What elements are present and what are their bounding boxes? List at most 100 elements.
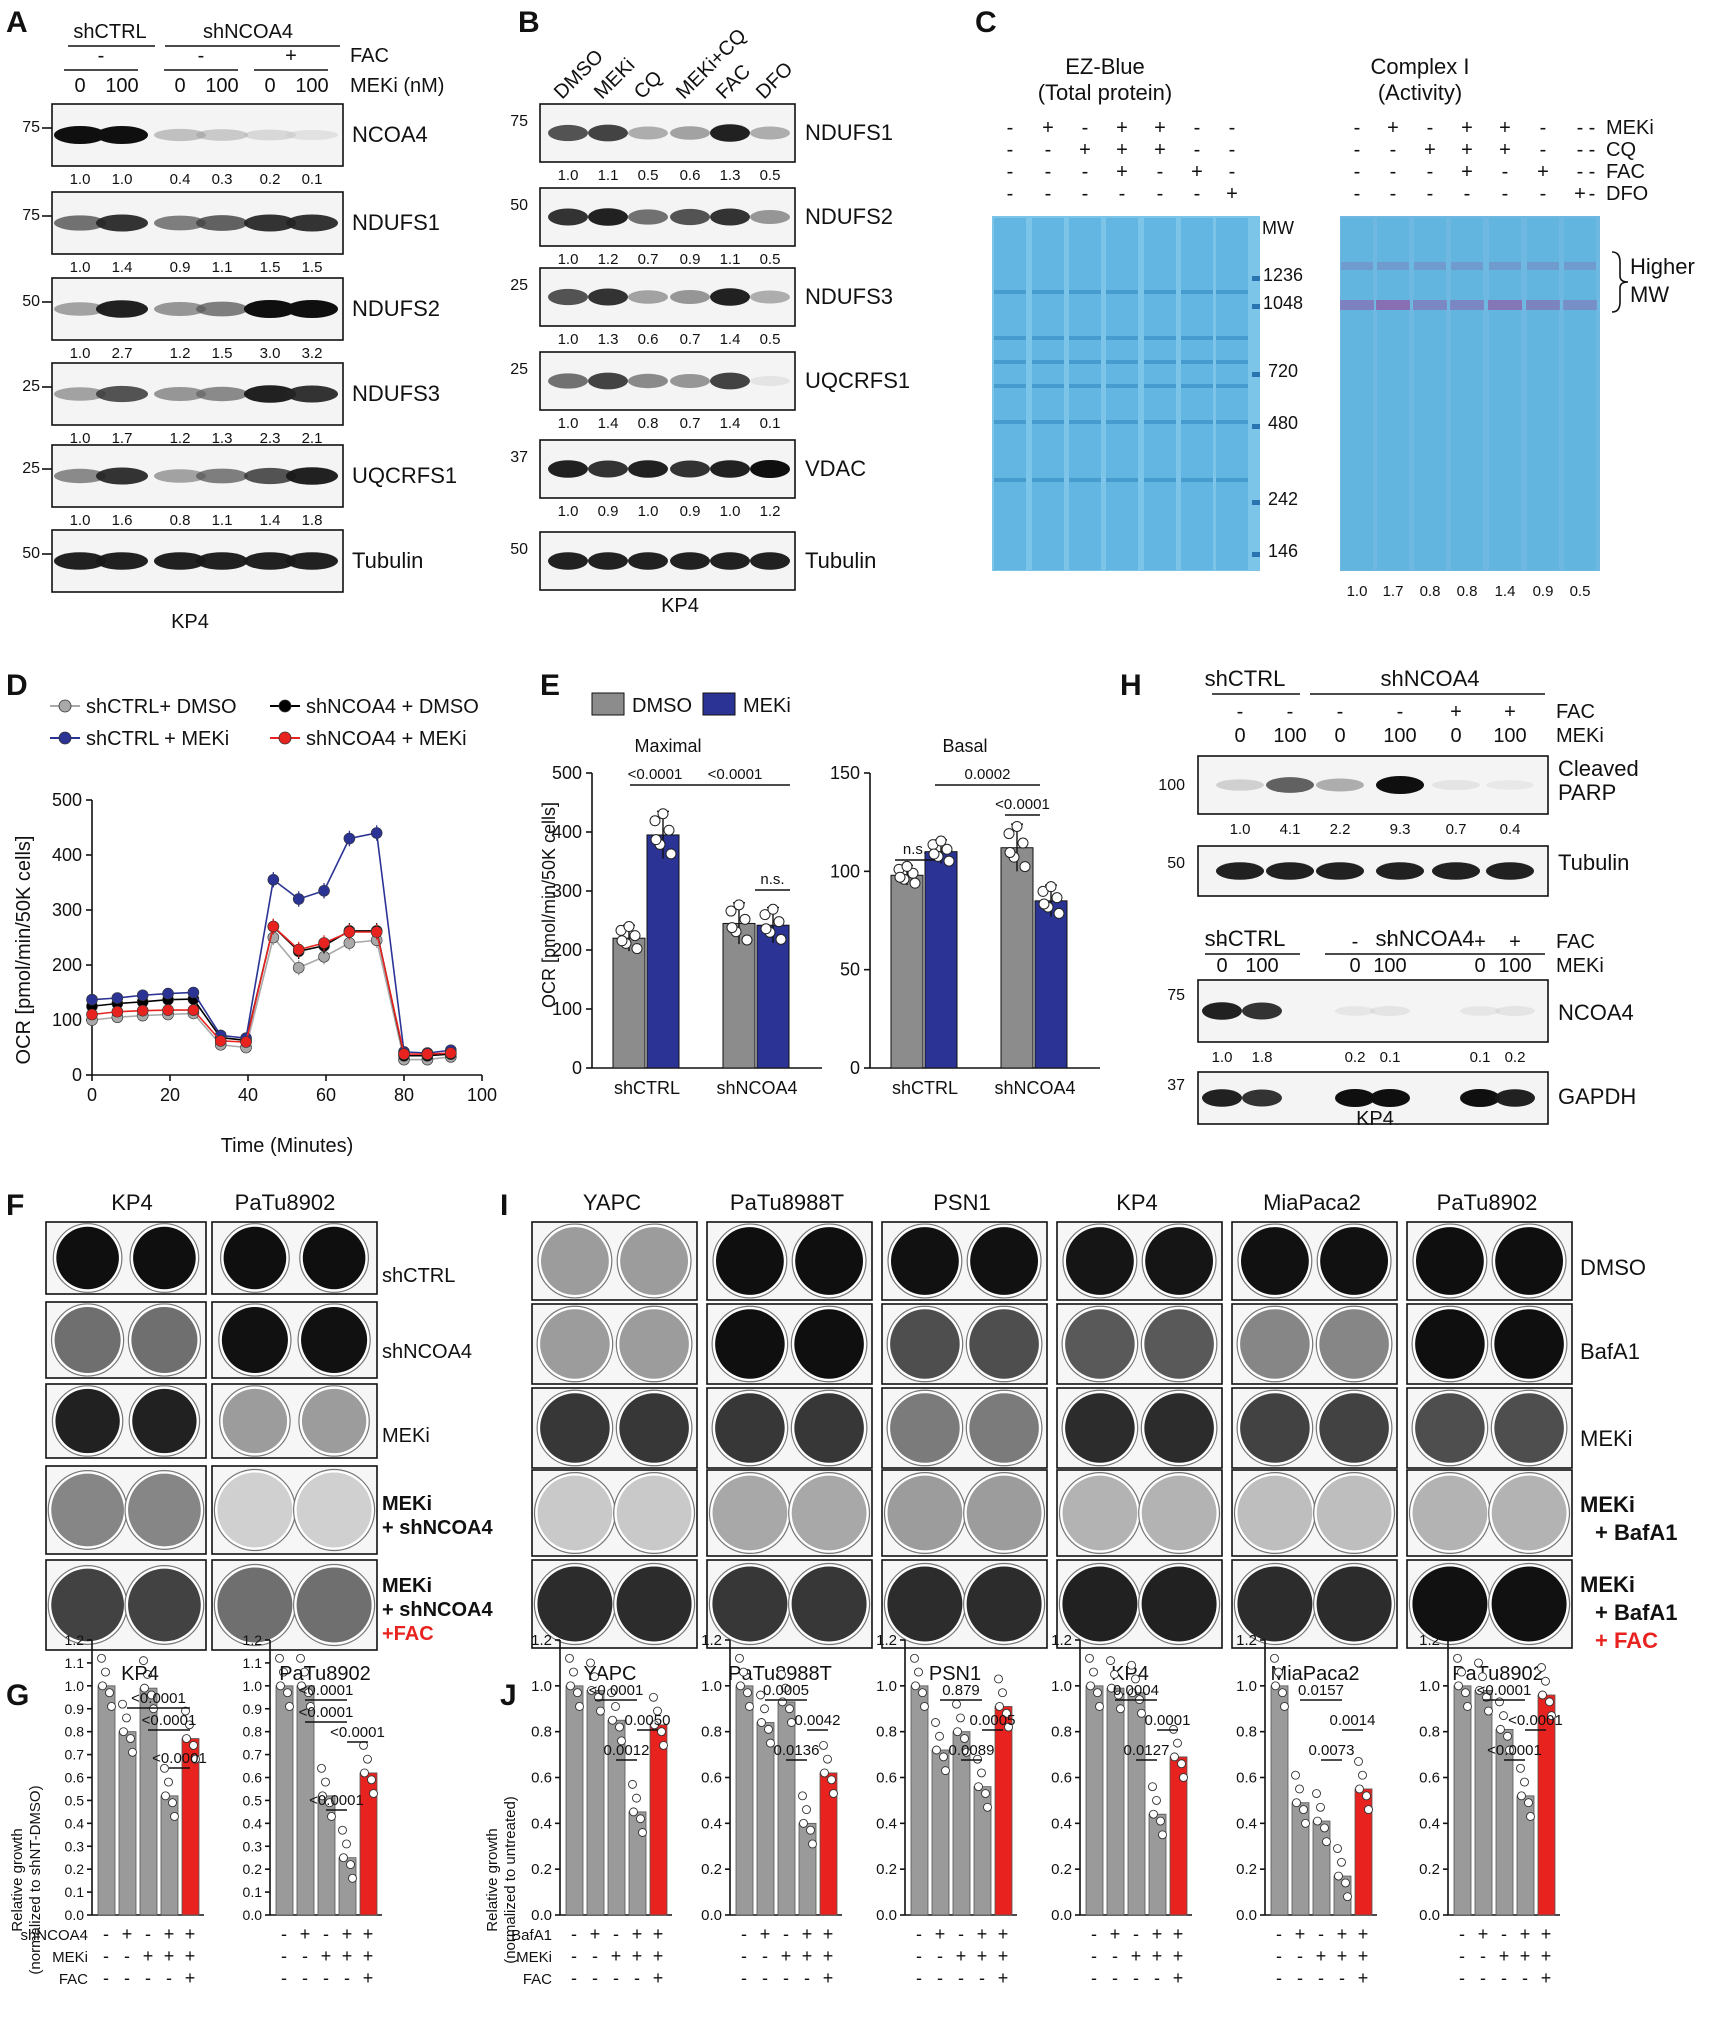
panel-j-kp4-bar-2-dot-1	[1107, 1683, 1116, 1693]
panel-a-dose-3: 0	[174, 75, 185, 97]
panel-j-yapc-bar-2-dot-3	[590, 1672, 599, 1682]
panel-j-patu8902-bar-2-dot-1	[1475, 1685, 1484, 1695]
panel-a-dose-6: 100	[295, 75, 328, 97]
panel-g-chart: <0.0001 <0.0001 <0.0001 0.0 0.1 0.2 0.3 0.4 0.5 0…	[20, 1632, 384, 1988]
panel-j-miapaca2-bar-4-dot-2	[1341, 1878, 1350, 1888]
panel-j-kp4-bafa1-sign-3: -	[1133, 1924, 1139, 1944]
panel-d-ytick-label-0: 0	[72, 1065, 82, 1085]
panel-h-blot-gapdh-band-2	[1242, 1089, 1282, 1107]
panel-a-blot-ndufs1-quant-3: 0.9	[170, 259, 191, 276]
panel-e-basal-ytick-label-150: 150	[830, 763, 860, 783]
panel-j-psn1-bar-5-dot-5	[994, 1674, 1003, 1684]
panel-j-miapaca2-bar-1	[1270, 1685, 1289, 1916]
panel-c-gel1-lane-3	[1069, 218, 1101, 570]
panel-i-plate-patu8902-row-5-well-2	[1491, 1566, 1567, 1642]
panel-g-kp4-stat-2: <0.0001	[142, 1712, 197, 1729]
panel-j-patu8988t-bar-4	[798, 1822, 817, 1916]
panel-d-legend-marker-1	[58, 699, 72, 713]
panel-i-row5-line3: + FAC	[1595, 1628, 1658, 1653]
panel-j-kp4-bar-4-dot-2	[1156, 1816, 1165, 1826]
panel-j-patu8988t-bar-3-dot-5	[777, 1669, 786, 1679]
panel-c-gel2-dfo-sign-1: -	[1354, 183, 1361, 205]
panel-j-psn1-fac-sign-1: -	[916, 1968, 922, 1988]
panel-a-blot-ncoa4-band-2	[96, 126, 148, 144]
panel-a-blot-tubulin-band-3	[154, 552, 206, 570]
panel-i-row5-line2: + BafA1	[1595, 1600, 1678, 1625]
panel-j-miapaca2-meki-sign-5: +	[1358, 1946, 1369, 1966]
panel-f-plate-kp4-row-2-well-2	[131, 1306, 198, 1374]
panel-d-shncoa4-meki-point-3	[136, 1004, 149, 1017]
panel-g-kp4-ytick-label-0.3: 0.3	[65, 1838, 85, 1854]
panel-j-patu8902-stat-3: <0.0001	[1487, 1742, 1542, 1759]
panel-f-col-kp4: KP4	[111, 1190, 153, 1215]
panel-j-kp4-stat-1: 0.0004	[1113, 1682, 1159, 1699]
panel-j-psn1-bar-1	[910, 1685, 929, 1916]
panel-e: E DMSO MEKi OCR [pmol/min/50K cells] Max…	[539, 669, 1100, 1098]
panel-c-gel2-cq-sign-7: -	[1577, 139, 1584, 161]
panel-g-patu8902-bar-1	[275, 1685, 294, 1916]
panel-h-group-kd-2: shNCOA4	[1375, 926, 1474, 951]
panel-h-blot-cleaved-parp-quant-3: 2.2	[1330, 821, 1351, 838]
panel-j-yapc-ytick-label-0.6: 0.6	[531, 1770, 552, 1787]
panel-j-kp4-fac-sign-5: +	[1173, 1968, 1184, 1988]
panel-i-plate-patu8988t-row-2-well-2	[794, 1309, 864, 1379]
panel-j-psn1-title: PSN1	[929, 1663, 981, 1685]
panel-h-dose-3: 0	[1334, 725, 1345, 747]
panel-i-plate-psn1-row-3-well-1	[890, 1393, 960, 1463]
panel-i-plate-psn1-row-2-well-1	[890, 1309, 960, 1379]
panel-i-plates	[531, 1221, 1573, 1649]
panel-c-gel1-fac-sign-3: -	[1082, 161, 1089, 183]
panel-b-blot-uqcrfs1-quant-5: 1.4	[720, 415, 741, 432]
panel-g-kp4-fac-sign-2: -	[124, 1968, 130, 1988]
panel-h-blot-cleaved-parp-quant-5: 0.7	[1446, 821, 1467, 838]
panel-f-plate-patu8902-row-1-well-2	[302, 1226, 366, 1290]
panel-j-yapc-bar-5-dot-1	[650, 1720, 659, 1730]
panel-c-quant-3: 0.8	[1420, 583, 1441, 600]
panel-h-fac-label-2: FAC	[1556, 931, 1595, 953]
panel-e-basal-bar-shncoa4-meki	[1034, 900, 1068, 1069]
panel-c-gel1-lane-6-band-1	[1181, 290, 1213, 294]
panel-e-title-basal: Basal	[942, 736, 987, 756]
panel-g-kp4-meki-sign-5: +	[185, 1946, 196, 1966]
panel-j-miapaca2-bar-5-dot-2	[1362, 1791, 1371, 1801]
panel-j-yapc-ytick-label-0.0: 0.0	[531, 1907, 552, 1924]
panel-d-shncoa4-meki-point-9	[292, 943, 305, 956]
panel-h-fac2-sign-5: +	[1474, 931, 1486, 953]
panel-a-blot-ndufs1-band-6	[286, 214, 338, 232]
panel-e-basal-dot-shctrl-dmso-6	[894, 871, 906, 883]
panel-b-blot-ndufs1-label: NDUFS1	[805, 120, 893, 145]
panel-c-gel2-lane-2-activity-band	[1376, 300, 1410, 310]
panel-j-kp4-bar-3-dot-3	[1131, 1674, 1140, 1684]
panel-j-patu8902-bar-3-dot-3	[1499, 1711, 1508, 1721]
panel-j-yapc-bar-3-dot-2	[615, 1722, 624, 1732]
panel-c-gel2-lane-1-high-band	[1341, 262, 1373, 270]
panel-j-miapaca2-bar-3-dot-4	[1322, 1837, 1331, 1847]
panel-c-gel1-lane-3-band-1	[1069, 290, 1101, 294]
panel-d-ytick-label-500: 500	[52, 790, 82, 810]
panel-d-label: D	[6, 669, 28, 702]
panel-b-blot-vdac-band-5	[710, 460, 750, 478]
panel-i-plate-patu8902-row-3-well-1	[1415, 1393, 1485, 1463]
panel-h-blot-ncoa4-label: NCOA4	[1558, 1000, 1634, 1025]
panel-g-patu8902-fac-sign-2: -	[302, 1968, 308, 1988]
panel-a-blot-ndufs3-band-6	[286, 385, 338, 403]
panel-d-shctrl-meki-point-12	[370, 827, 383, 839]
panel-j-miapaca2-fac-sign-4: -	[1339, 1968, 1345, 1988]
panel-g-patu8902-fac-sign-5: +	[363, 1968, 374, 1988]
panel-j-yapc-meki-sign-4: +	[632, 1946, 643, 1966]
panel-g-kp4-bar-2-dot-5	[118, 1699, 127, 1709]
panel-j-kp4-bar-2-dot-2	[1114, 1690, 1123, 1700]
panel-h-blot-cleaved-parp-quant-6: 0.4	[1500, 821, 1521, 838]
panel-j-patu8902-ytick-label-1.0: 1.0	[1419, 1678, 1440, 1695]
panel-e-basal-bar-shncoa4-dmso	[1000, 847, 1034, 1069]
panel-g-title-kp4: KP4	[121, 1663, 159, 1685]
panel-c-gel1-lane-4-band-6	[1106, 478, 1138, 482]
panel-c: C EZ-Blue (Total protein) Complex I (Act…	[975, 6, 1695, 600]
panel-c-gel2-lane-5-high-band	[1489, 262, 1521, 270]
panel-g: G Relative growth (normalized to shNT-DM…	[6, 1632, 385, 1988]
panel-c-gel2-lane-4-activity-band	[1450, 300, 1484, 310]
panel-j-patu8988t-stat-3: 0.0136	[774, 1742, 820, 1759]
panel-j-kp4-bar-5-dot-3	[1173, 1738, 1182, 1748]
panel-i-plate-yapc-row-4-well-1	[537, 1475, 613, 1551]
